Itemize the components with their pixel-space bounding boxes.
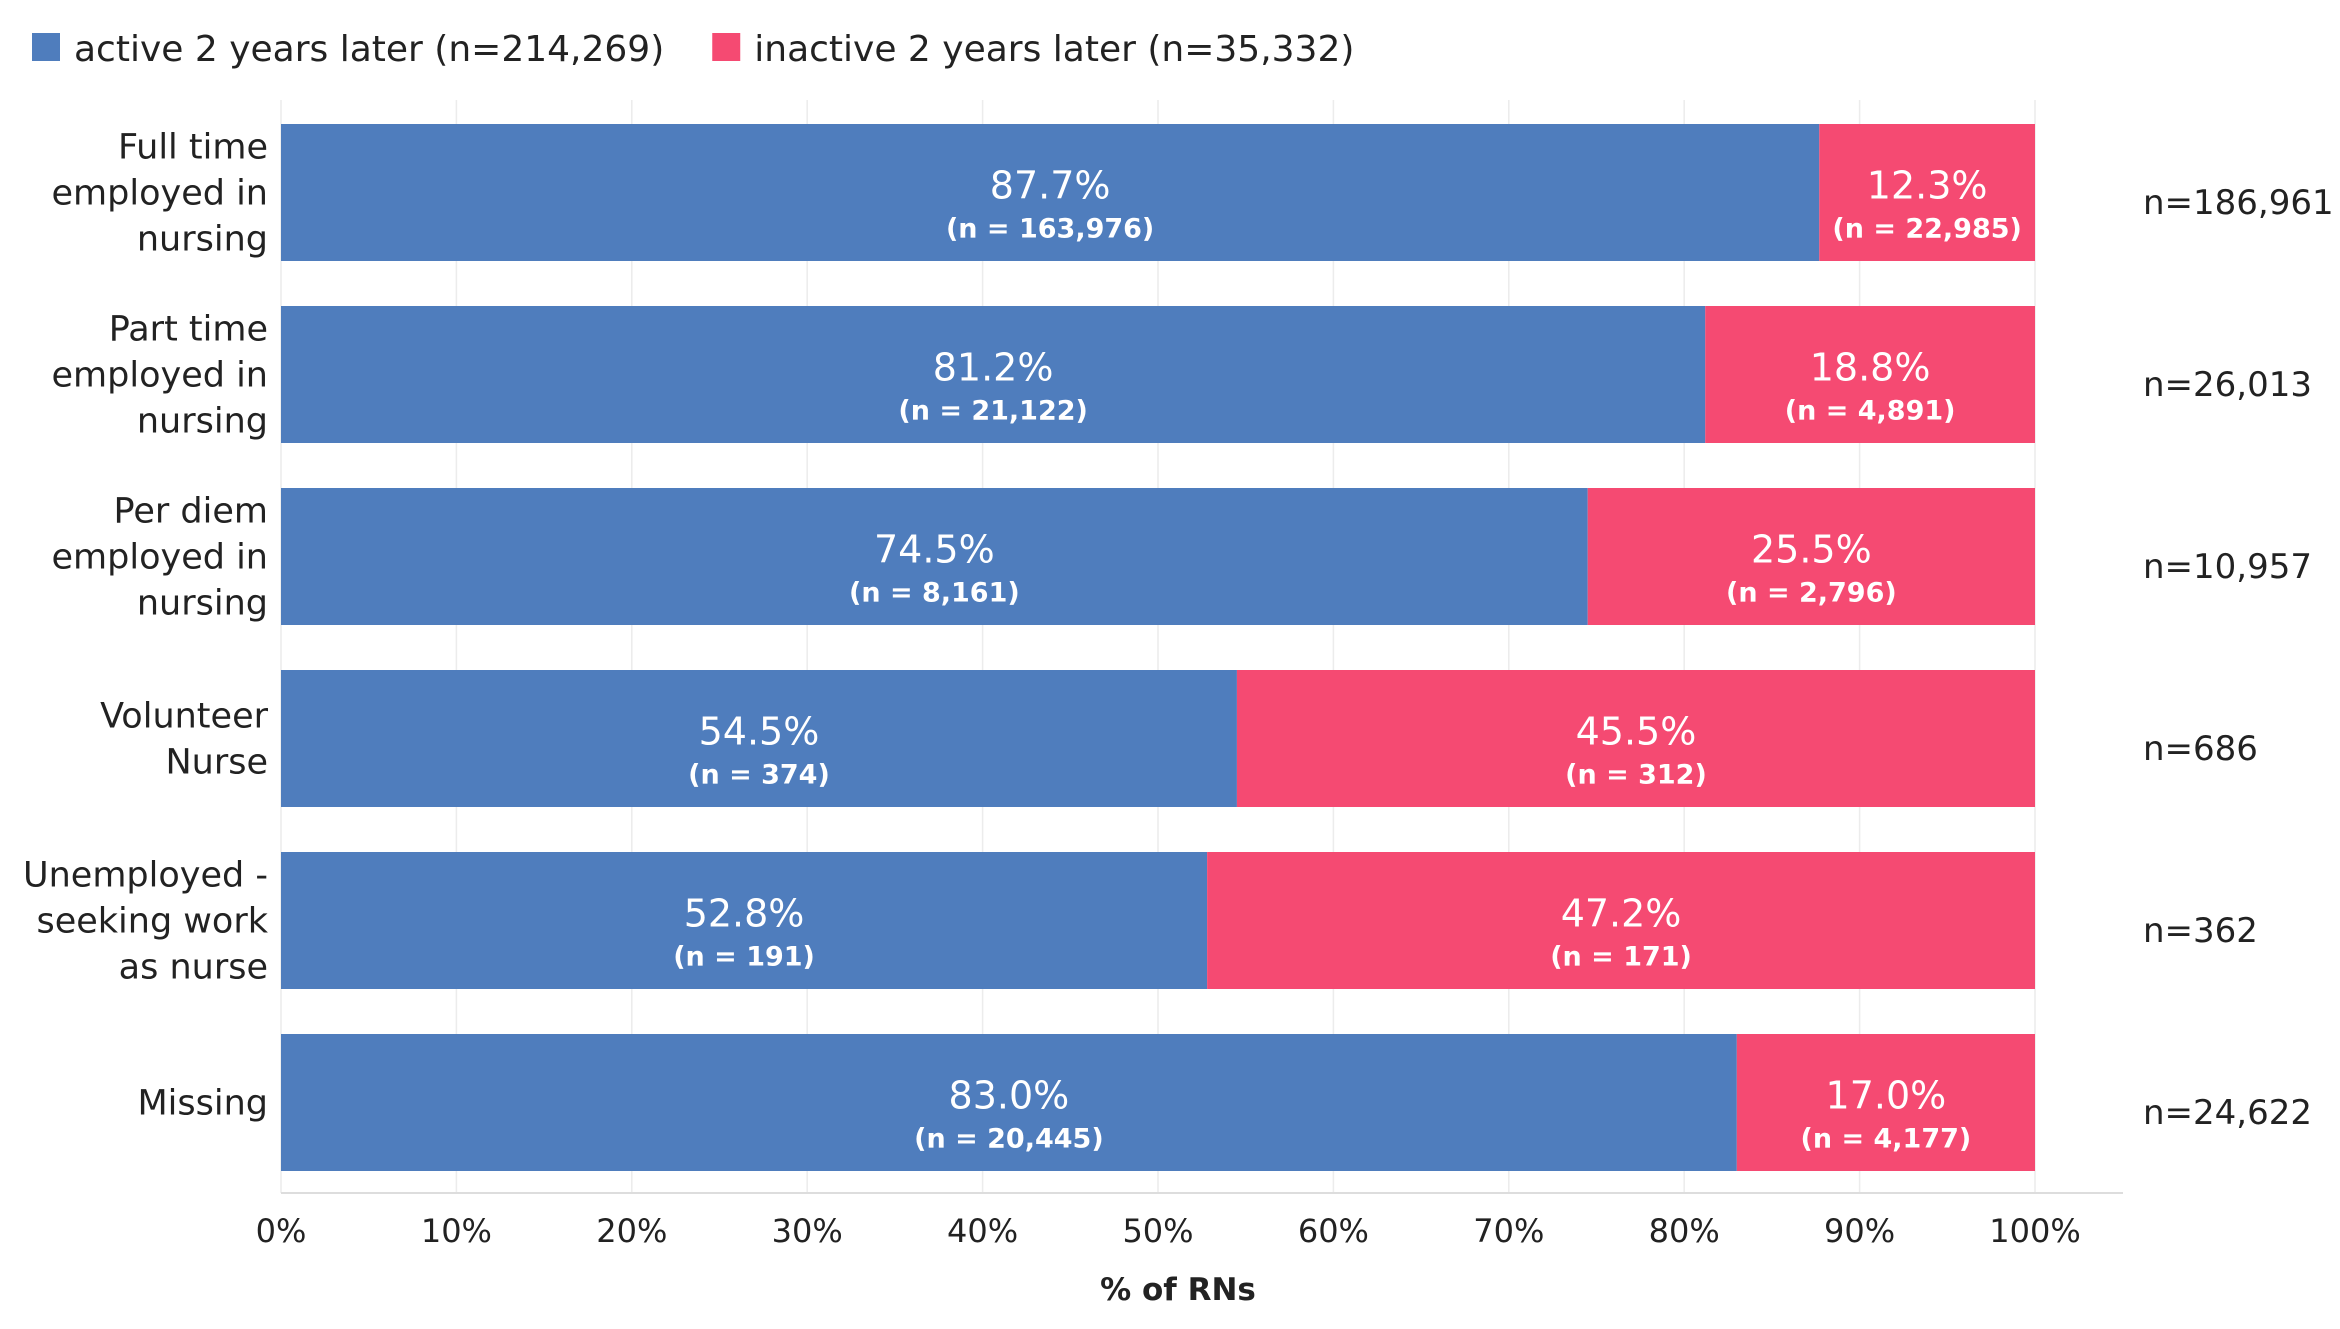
n-label-inactive-5: (n = 4,177): [1801, 1124, 1972, 1155]
row-total-4: n=362: [2143, 911, 2258, 951]
n-label-active-3: (n = 374): [688, 760, 830, 791]
pct-label-active-4: 52.8%: [684, 892, 805, 936]
legend-swatch-active: [32, 33, 60, 61]
category-label-1-line-0: Part time: [109, 310, 268, 350]
x-tick-label-0: 0%: [256, 1212, 307, 1250]
n-label-inactive-2: (n = 2,796): [1726, 578, 1897, 609]
x-tick-label-3: 30%: [772, 1212, 843, 1250]
bar-active-1: [281, 306, 1706, 443]
n-label-active-0: (n = 163,976): [946, 214, 1154, 245]
pct-label-inactive-2: 25.5%: [1751, 528, 1872, 572]
x-tick-label-4: 40%: [947, 1212, 1018, 1250]
x-tick-label-5: 50%: [1122, 1212, 1193, 1250]
n-label-inactive-1: (n = 4,891): [1785, 396, 1956, 427]
x-tick-label-1: 10%: [421, 1212, 492, 1250]
legend-swatch-inactive: [712, 33, 741, 61]
bar-inactive-2: [1587, 488, 2035, 625]
n-label-inactive-3: (n = 312): [1565, 760, 1707, 791]
bar-active-0: [281, 124, 1820, 261]
gridlines: [280, 100, 2036, 1193]
category-label-2-line-0: Per diem: [114, 492, 268, 532]
row-totals: n=186,961 n=26,013 n=10,957 n=686 n=362 n=24,…: [2143, 183, 2334, 1133]
category-label-1-line-2: nursing: [137, 402, 268, 442]
pct-label-active-1: 81.2%: [933, 346, 1054, 390]
pct-label-active-5: 83.0%: [949, 1074, 1070, 1118]
category-label-0-line-2: nursing: [137, 220, 268, 260]
row-total-5: n=24,622: [2143, 1093, 2312, 1133]
bar-active-5: [281, 1034, 1737, 1171]
category-label-0-line-0: Full time: [118, 128, 268, 168]
bar-inactive-5: [1736, 1034, 2035, 1171]
pct-label-active-3: 54.5%: [699, 710, 820, 754]
category-label-0-line-1: employed in: [52, 174, 268, 214]
pct-label-inactive-3: 45.5%: [1576, 710, 1697, 754]
category-labels: Full time employed in nursing Part time empl…: [23, 128, 269, 1124]
category-label-4-line-0: Unemployed -: [23, 856, 268, 896]
category-label-4-line-1: seeking work: [36, 902, 268, 942]
x-tick-label-9: 90%: [1824, 1212, 1895, 1250]
x-tick-label-7: 70%: [1473, 1212, 1544, 1250]
category-label-1-line-1: employed in: [52, 356, 268, 396]
pct-label-inactive-1: 18.8%: [1810, 346, 1931, 390]
category-label-2-line-1: employed in: [52, 538, 268, 578]
row-total-1: n=26,013: [2143, 365, 2312, 405]
pct-label-inactive-4: 47.2%: [1561, 892, 1682, 936]
n-label-active-2: (n = 8,161): [849, 578, 1020, 609]
pct-label-inactive-5: 17.0%: [1826, 1074, 1947, 1118]
x-tick-label-2: 20%: [596, 1212, 667, 1250]
legend-label-active: active 2 years later (n=214,269): [74, 29, 664, 70]
pct-label-inactive-0: 12.3%: [1867, 164, 1988, 208]
category-label-3-line-0: Volunteer: [100, 697, 269, 737]
n-label-active-1: (n = 21,122): [898, 396, 1088, 427]
category-label-4-line-2: as nurse: [119, 948, 268, 988]
x-axis-title: % of RNs: [1100, 1272, 1256, 1308]
row-total-3: n=686: [2143, 729, 2258, 769]
bars: 87.7% (n = 163,976) 12.3% (n = 22,985) 81.2%…: [281, 124, 2035, 1171]
x-tick-label-8: 80%: [1649, 1212, 1720, 1250]
x-tick-label-6: 60%: [1298, 1212, 1369, 1250]
pct-label-active-0: 87.7%: [990, 164, 1111, 208]
bar-inactive-0: [1819, 124, 2035, 261]
legend: active 2 years later (n=214,269) inactive…: [32, 29, 1354, 70]
category-label-3-line-1: Nurse: [165, 743, 268, 783]
legend-label-inactive: inactive 2 years later (n=35,332): [754, 29, 1354, 70]
bar-inactive-4: [1207, 852, 2035, 989]
row-total-2: n=10,957: [2143, 547, 2312, 587]
bar-inactive-3: [1236, 670, 2035, 807]
n-label-active-5: (n = 20,445): [914, 1124, 1104, 1155]
x-tick-label-10: 100%: [1989, 1212, 2080, 1250]
n-label-active-4: (n = 191): [673, 942, 815, 973]
n-label-inactive-4: (n = 171): [1550, 942, 1692, 973]
row-total-0: n=186,961: [2143, 183, 2334, 223]
bar-active-4: [281, 852, 1208, 989]
bar-active-3: [281, 670, 1237, 807]
x-axis: 0% 10% 20% 30% 40% 50% 60% 70% 80% 90% 100% % of RN…: [256, 1192, 2123, 1308]
bar-active-2: [281, 488, 1588, 625]
category-label-2-line-2: nursing: [137, 584, 268, 624]
category-label-5-line-0: Missing: [137, 1084, 268, 1124]
pct-label-active-2: 74.5%: [874, 528, 995, 572]
n-label-inactive-0: (n = 22,985): [1832, 214, 2022, 245]
bar-inactive-1: [1705, 306, 2035, 443]
